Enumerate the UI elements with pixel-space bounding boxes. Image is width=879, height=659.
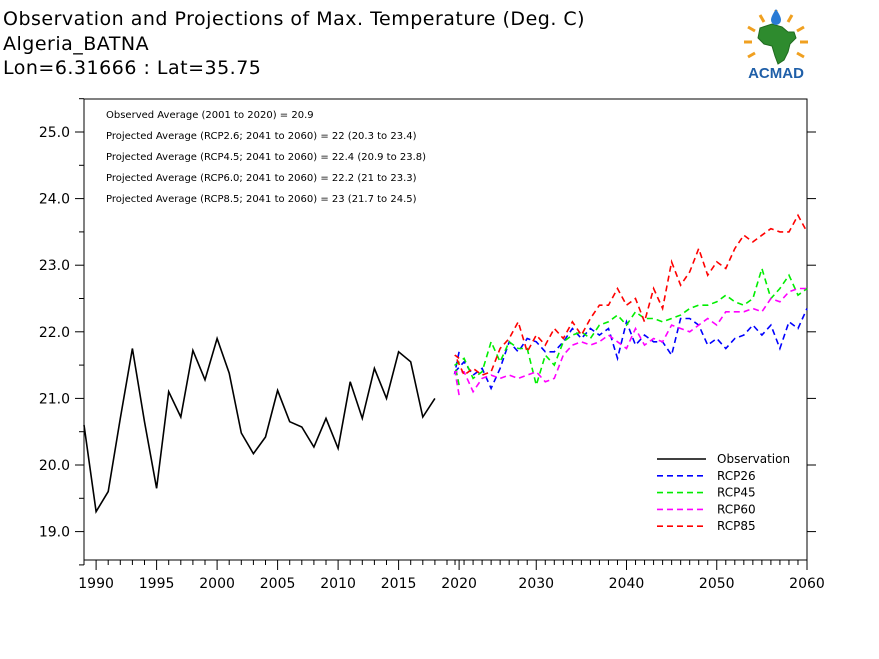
average-note: Projected Average (RCP2.6; 2041 to 2060)… bbox=[106, 131, 417, 142]
y-tick-label: 19.0 bbox=[39, 525, 70, 541]
plot-frame bbox=[83, 98, 808, 561]
average-note: Projected Average (RCP8.5; 2041 to 2060)… bbox=[106, 194, 417, 205]
series-line-rcp60 bbox=[454, 287, 807, 396]
chart-title: Observation and Projections of Max. Temp… bbox=[3, 8, 586, 30]
legend-label: RCP26 bbox=[717, 469, 756, 483]
x-tick-label: 2005 bbox=[260, 576, 296, 592]
y-axis: 19.0 20.0 21.0 22.0 23.0 24.0 25.0 bbox=[39, 98, 816, 566]
legend-label: RCP85 bbox=[717, 519, 756, 533]
x-axis: 1990 1995 2000 2005 2010 2015 2020 2030 2040 2050… bbox=[78, 560, 825, 592]
y-tick-label: 24.0 bbox=[39, 192, 70, 208]
x-tick-label: 2030 bbox=[518, 576, 554, 592]
y-tick-label: 22.0 bbox=[39, 325, 70, 341]
station-coordinates: Lon=6.31666 : Lat=35.75 bbox=[3, 57, 262, 79]
average-note: Observed Average (2001 to 2020) = 20.9 bbox=[106, 110, 314, 121]
x-tick-label: 2050 bbox=[699, 576, 735, 592]
africa-map-icon bbox=[757, 23, 797, 65]
y-tick-label: 23.0 bbox=[39, 258, 70, 274]
x-tick-label: 2015 bbox=[381, 576, 417, 592]
legend: Observation RCP26 RCP45 RCP60 RCP85 bbox=[657, 452, 790, 533]
legend-label: RCP60 bbox=[717, 502, 756, 516]
x-tick-label: 2020 bbox=[441, 576, 477, 592]
x-tick-label: 2040 bbox=[609, 576, 645, 592]
x-tick-label: 2000 bbox=[199, 576, 235, 592]
x-tick-label: 1995 bbox=[139, 576, 175, 592]
acmad-logo-text: ACMAD bbox=[748, 65, 804, 82]
water-drop-icon bbox=[771, 9, 781, 25]
average-note: Projected Average (RCP6.0; 2041 to 2060)… bbox=[106, 173, 417, 184]
series-line-rcp45 bbox=[454, 265, 808, 389]
x-tick-label: 2010 bbox=[320, 576, 356, 592]
average-note: Projected Average (RCP4.5; 2041 to 2060)… bbox=[106, 152, 426, 163]
acmad-logo: ACMAD bbox=[744, 9, 808, 82]
legend-label: RCP45 bbox=[717, 486, 756, 500]
x-tick-label: 1990 bbox=[78, 576, 114, 592]
series-line-rcp26 bbox=[453, 308, 808, 391]
y-tick-label: 20.0 bbox=[39, 458, 70, 474]
series-line-observation bbox=[83, 335, 436, 514]
legend-label: Observation bbox=[717, 452, 790, 466]
y-tick-label: 21.0 bbox=[39, 391, 70, 407]
y-tick-label: 25.0 bbox=[39, 125, 70, 141]
average-notes: Observed Average (2001 to 2020) = 20.9 Pr… bbox=[106, 110, 426, 205]
series-line-rcp85 bbox=[454, 213, 808, 377]
x-tick-label: 2060 bbox=[789, 576, 825, 592]
series-layer bbox=[83, 213, 808, 514]
station-name: Algeria_BATNA bbox=[3, 33, 150, 55]
